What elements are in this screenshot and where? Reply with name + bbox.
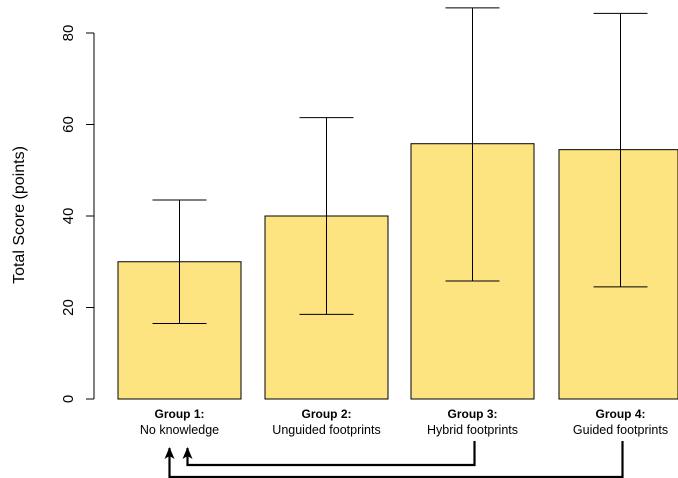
- comparison-arrow: [164, 441, 624, 478]
- bar: [558, 149, 678, 400]
- category-subtitle: Unguided footprints: [272, 423, 380, 437]
- category-title: Group 3:: [448, 407, 498, 421]
- comparison-arrow: [182, 441, 476, 467]
- category-title: Group 4:: [596, 407, 646, 421]
- y-tick-label: 40: [60, 208, 77, 225]
- y-axis-title: Total Score (points): [11, 146, 28, 284]
- comparison-arrows: [164, 441, 624, 478]
- y-axis: 0 20 40 60 80: [60, 25, 95, 403]
- bars: [117, 143, 678, 400]
- category-subtitle: Guided footprints: [573, 423, 668, 437]
- category-title: Group 2:: [302, 407, 352, 421]
- y-tick-label: 20: [60, 299, 77, 316]
- y-tick-label: 80: [60, 25, 77, 42]
- x-axis-labels: Group 1: No knowledge Group 2: Unguided foo…: [140, 407, 668, 437]
- category-subtitle: Hybrid footprints: [427, 423, 518, 437]
- y-tick-label: 60: [60, 116, 77, 133]
- y-tick-label: 0: [60, 395, 77, 403]
- category-title: Group 1:: [155, 407, 205, 421]
- error-bars: [152, 7, 648, 325]
- category-subtitle: No knowledge: [140, 423, 219, 437]
